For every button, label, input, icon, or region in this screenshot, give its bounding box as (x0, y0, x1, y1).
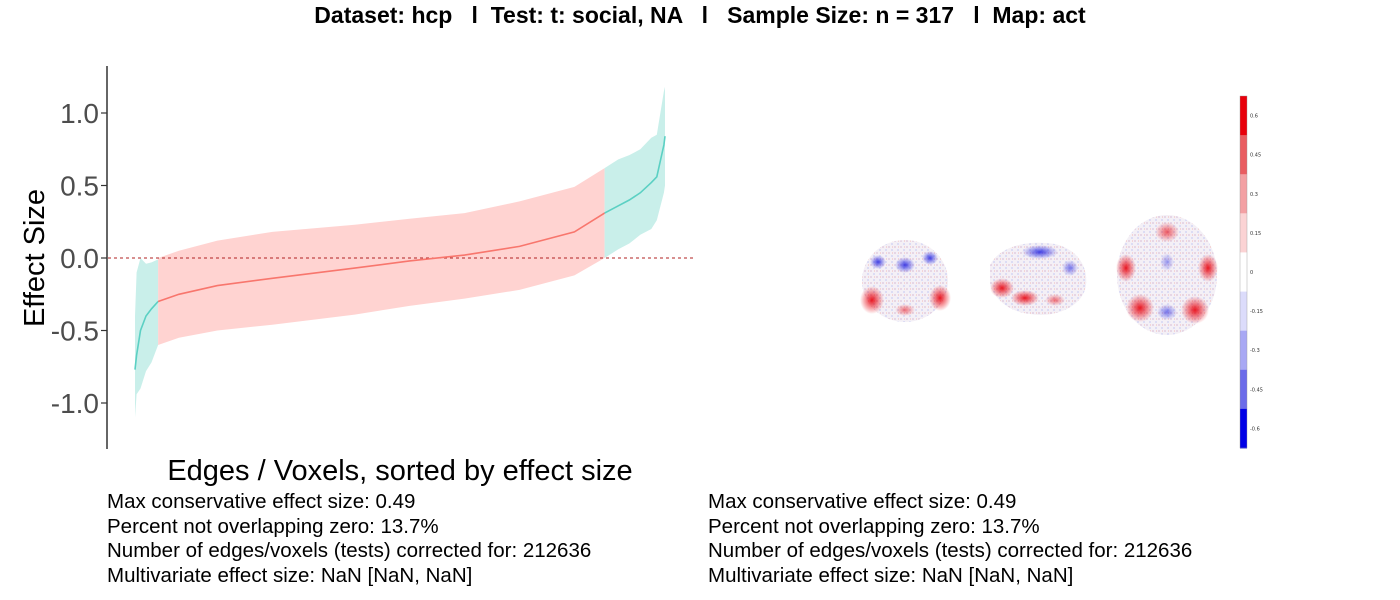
stat-multivariate: Multivariate effect size: NaN [NaN, NaN] (107, 563, 473, 587)
colorbar-tick-label: 0.3 (1250, 192, 1258, 198)
title-map: Map: act (992, 2, 1086, 28)
stats-right: Max conservative effect size: 0.49 Perce… (708, 490, 1192, 588)
stat-percent-not-overlapping: Percent not overlapping zero: 13.7% (107, 514, 439, 538)
colorbar-segment (1240, 291, 1247, 332)
band-middle (158, 168, 605, 345)
brain-activation-maps: 0.6 0.45 0.3 0.15 0 -0.15 -0.3 -0.45 -0.6 (860, 95, 1263, 449)
colorbar-segment (1240, 330, 1247, 371)
stat-number-corrected: Number of edges/voxels (tests) corrected… (708, 539, 1193, 562)
y-tick-label: 1.0 (60, 98, 99, 129)
x-axis-label: Edges / Voxels, sorted by effect size (167, 455, 632, 487)
y-tick-label: -0.5 (51, 316, 99, 347)
colorbar-tick-label: 0.45 (1250, 153, 1261, 159)
sagittal-slice (990, 242, 1087, 315)
y-tick-label: -1.0 (51, 388, 99, 419)
band-lower-tail (135, 258, 159, 418)
y-axis-label: Effect Size (19, 189, 51, 327)
estimate-line-segment-3 (604, 136, 666, 214)
y-ticks: -1.0 -0.5 0.0 0.5 1.0 (51, 98, 107, 419)
colorbar-tick-label: -0.45 (1250, 387, 1263, 393)
colorbar-segment (1240, 96, 1247, 136)
colorbar-tick-label: 0.6 (1250, 114, 1258, 120)
effect-size-chart: -1.0 -0.5 0.0 0.5 1.0 Effect Size Edges / Vo… (19, 66, 693, 487)
colorbar-segment (1240, 174, 1247, 214)
title-sample: Sample Size: n = 317 (727, 2, 955, 28)
stat-number-corrected: Number of edges/voxels (tests) corrected… (107, 539, 592, 562)
stat-max-conservative: Max conservative effect size: 0.49 (107, 490, 416, 513)
colorbar-tick-label: 0.15 (1250, 231, 1261, 237)
colorbar-segment (1240, 135, 1247, 175)
colorbar-segment (1240, 369, 1247, 410)
figure-title: Dataset: hcp l Test: t: social, NA l Sam… (0, 2, 1400, 29)
estimate-line-segment-2 (157, 212, 606, 303)
title-dataset: Dataset: hcp (314, 2, 453, 28)
y-tick-label: 0.5 (60, 171, 99, 202)
colorbar-segment (1240, 408, 1247, 449)
colorbar-tick-label: 0 (1250, 270, 1253, 276)
estimate-line-segment-1 (134, 300, 159, 370)
stat-percent-not-overlapping: Percent not overlapping zero: 13.7% (708, 514, 1040, 538)
colorbar: 0.6 0.45 0.3 0.15 0 -0.15 -0.3 -0.45 -0.6 (1239, 95, 1263, 449)
stat-multivariate: Multivariate effect size: NaN [NaN, NaN] (708, 563, 1074, 587)
colorbar-segment (1240, 252, 1247, 292)
stats-left: Max conservative effect size: 0.49 Perce… (107, 490, 591, 588)
colorbar-segment (1240, 213, 1247, 253)
title-sep-3: l (973, 2, 980, 28)
y-tick-label: 0.0 (60, 243, 99, 274)
title-test: Test: t: social, NA (490, 2, 683, 28)
estimate-line-layer (134, 136, 666, 370)
title-sep-2: l (701, 2, 708, 28)
band-upper-tail (604, 86, 665, 259)
title-sep-1: l (471, 2, 478, 28)
axial-slice (1116, 215, 1218, 335)
coronal-slice (860, 240, 951, 322)
confidence-band-layer (135, 86, 665, 418)
colorbar-tick-label: -0.15 (1250, 309, 1263, 315)
colorbar-frame (1239, 95, 1248, 449)
colorbar-tick-label: -0.6 (1250, 426, 1260, 432)
colorbar-tick-label: -0.3 (1250, 348, 1260, 354)
stat-max-conservative: Max conservative effect size: 0.49 (708, 490, 1017, 513)
